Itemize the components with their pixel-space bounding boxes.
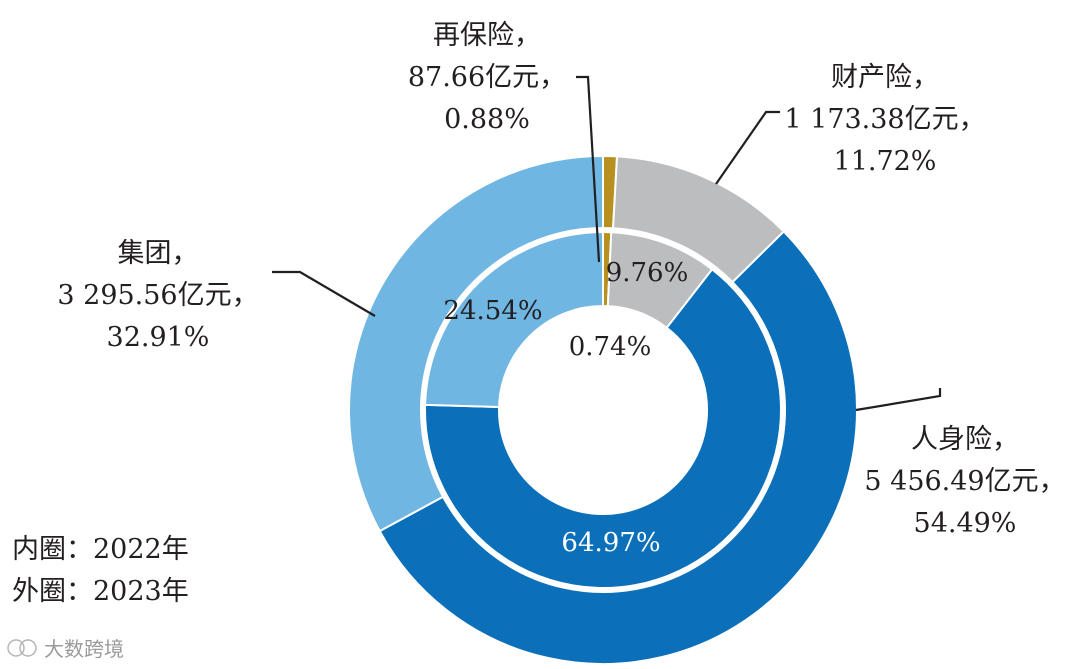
legend-inner-ring: 内圈：2022年 xyxy=(12,534,189,565)
label-reinsurance-name: 再保险， xyxy=(433,20,541,51)
label-life-percent: 54.49% xyxy=(914,508,1017,539)
legend-outer-ring: 外圈：2023年 xyxy=(12,576,189,607)
inner-label-group: 24.54% xyxy=(443,296,542,326)
label-property-name: 财产险， xyxy=(831,62,939,93)
label-life-name: 人身险， xyxy=(911,424,1019,455)
leader-reinsurance xyxy=(576,75,601,263)
label-group-name: 集团， xyxy=(118,238,199,269)
label-group-percent: 32.91% xyxy=(107,322,210,353)
watermark-logo-icon xyxy=(7,639,25,657)
inner-slice-life xyxy=(424,267,782,589)
inner-label-life: 64.97% xyxy=(561,528,660,558)
outer-slice-life xyxy=(378,230,859,665)
outer-slice-group xyxy=(348,154,604,533)
leader-group xyxy=(272,270,376,317)
outer-ring-2023 xyxy=(348,154,859,665)
watermark-text: 大数跨境 xyxy=(44,637,124,661)
inner-slice-group xyxy=(424,230,604,409)
label-property-percent: 11.72% xyxy=(834,146,937,177)
label-life-amount: 5 456.49亿元， xyxy=(864,466,1065,497)
inner-ring-2022 xyxy=(424,230,782,589)
watermark: 大数跨境 xyxy=(7,637,124,661)
watermark-logo-icon-2 xyxy=(19,639,37,657)
label-property-amount: 1 173.38亿元， xyxy=(784,104,985,135)
label-reinsurance-amount: 87.66亿元， xyxy=(408,62,566,93)
label-reinsurance-percent: 0.88% xyxy=(444,104,530,135)
leader-life xyxy=(855,388,942,412)
inner-label-reinsurance: 0.74% xyxy=(569,332,652,362)
label-group-amount: 3 295.56亿元， xyxy=(57,280,258,311)
inner-label-property: 9.76% xyxy=(606,258,689,288)
leader-property xyxy=(715,110,780,185)
